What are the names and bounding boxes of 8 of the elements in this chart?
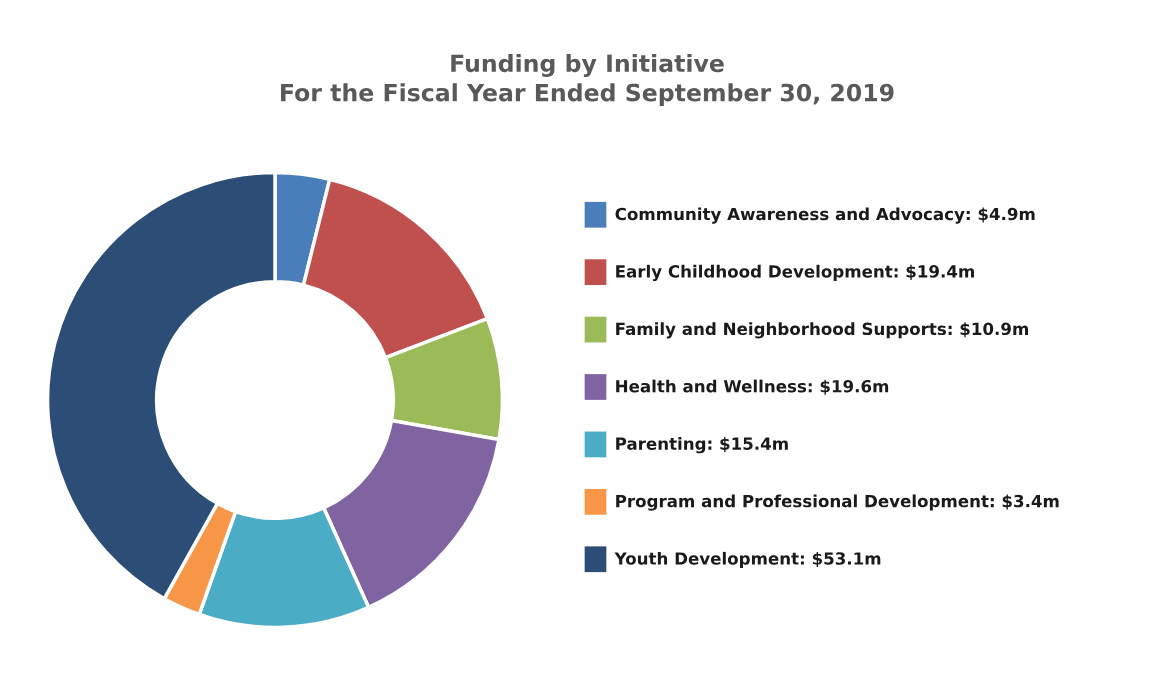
chart-title: Funding by Initiative For the Fiscal Year Ended September 30, 2019 <box>281 53 894 107</box>
legend-label: Parenting: $15.4m <box>616 437 788 454</box>
legend-label: Youth Development: $53.1m <box>614 551 881 569</box>
legend-label: Family and Neighborhood Supports: $10.9m <box>616 322 1028 339</box>
legend-label: Early Childhood Development: $19.4m <box>616 264 974 282</box>
legend-label: Program and Professional Development: $3.4m <box>616 494 1059 511</box>
legend-label: Community Awareness and Advocacy: $4.9m <box>615 207 1035 224</box>
legend-label: Health and Wellness: $19.6m <box>616 379 889 395</box>
